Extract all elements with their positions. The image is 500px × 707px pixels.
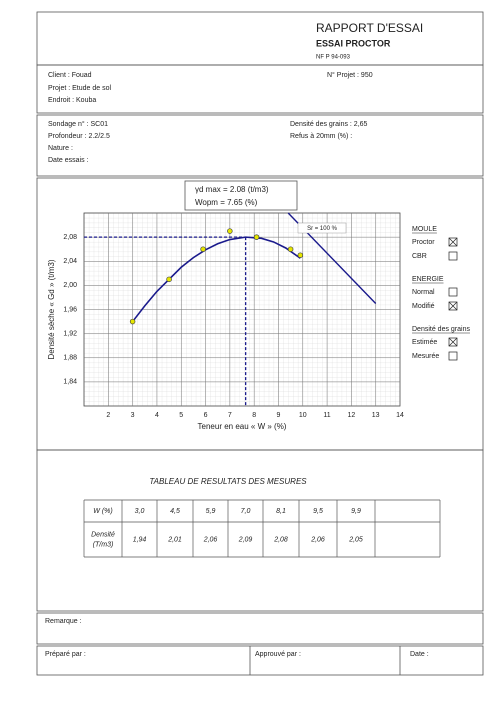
depth: Profondeur : 2.2/2.5 xyxy=(48,133,110,140)
cell: 3,0 xyxy=(135,508,145,515)
cell: 9,5 xyxy=(313,508,323,515)
x-tick-label: 2 xyxy=(106,412,110,419)
cell: 5,9 xyxy=(206,508,216,515)
option-label: Modifié xyxy=(412,303,435,310)
optimum-label: Wopm = 7.65 (%) xyxy=(195,198,258,207)
point xyxy=(166,276,172,283)
x-tick-label: 10 xyxy=(299,412,307,419)
checkbox xyxy=(448,251,458,261)
cell: 2,06 xyxy=(203,536,218,543)
x-tick-label: 4 xyxy=(155,412,159,419)
sondage-box xyxy=(36,114,484,177)
option-label: Mesurée xyxy=(412,353,439,360)
subtitle: ESSAI PROCTOR xyxy=(316,38,391,48)
test-date: Date essais : xyxy=(48,157,89,164)
cell: 2,05 xyxy=(348,536,363,543)
y-tick-label: 1,92 xyxy=(63,330,77,337)
optimum-label: γd max = 2.08 (t/m3) xyxy=(195,185,269,194)
option-label: Normal xyxy=(412,289,435,296)
row-label: (T/m3) xyxy=(93,541,114,548)
point xyxy=(287,246,294,252)
proctor-curve xyxy=(131,236,301,323)
cell: 8,1 xyxy=(276,508,286,515)
x-tick-label: 6 xyxy=(204,412,208,419)
y-tick-label: 1,84 xyxy=(63,379,77,386)
x-tick-label: 14 xyxy=(396,412,404,419)
checkbox xyxy=(448,287,458,297)
header-box xyxy=(36,11,484,66)
cell: 2,06 xyxy=(310,536,325,543)
client: Client : Fouad xyxy=(48,72,92,79)
cell: 7,0 xyxy=(241,508,251,515)
check-mark xyxy=(448,337,458,347)
title: RAPPORT D'ESSAI xyxy=(316,21,423,35)
cell: 2,09 xyxy=(238,536,253,543)
y-tick-label: 1,88 xyxy=(63,355,77,362)
x-tick-label: 9 xyxy=(277,412,281,419)
place: Endroit : Kouba xyxy=(48,97,96,104)
y-axis-label: Densité sèche « Gd » (t/m3) xyxy=(47,259,56,359)
optimum-box xyxy=(184,180,298,211)
footer-box xyxy=(36,645,484,676)
check-mark xyxy=(448,301,458,311)
point xyxy=(200,246,206,252)
x-tick-label: 3 xyxy=(131,412,135,419)
option-title: ENERGIE xyxy=(412,276,444,283)
cell: 1,94 xyxy=(133,536,147,543)
remark-box xyxy=(36,612,484,645)
y-tick-label: 2,08 xyxy=(63,234,77,241)
x-tick-label: 11 xyxy=(323,412,330,419)
borehole: Sondage n° : SC01 xyxy=(48,120,108,128)
saturation-label-box xyxy=(297,222,347,234)
nature: Nature : xyxy=(48,145,73,152)
y-tick-label: 2,04 xyxy=(63,258,77,265)
point xyxy=(297,252,304,258)
row-label: W (%) xyxy=(93,508,112,515)
y-tick-label: 1,96 xyxy=(63,306,77,313)
grain-density: Densité des grains : 2,65 xyxy=(290,121,368,128)
table-title: TABLEAU DE RESULTATS DES MESURES xyxy=(149,477,307,486)
option-title: MOULE xyxy=(412,226,437,233)
x-tick-label: 8 xyxy=(252,412,256,419)
remark: Remarque : xyxy=(45,618,82,625)
option-label: CBR xyxy=(412,253,427,260)
check-mark xyxy=(448,237,458,247)
cell: 2,08 xyxy=(273,536,288,543)
project-number: N° Projet : 950 xyxy=(327,71,373,79)
point xyxy=(129,318,136,325)
norm: NF P 94-093 xyxy=(316,55,351,61)
y-tick-label: 2,00 xyxy=(63,282,77,289)
cell: 9,9 xyxy=(351,508,361,515)
x-tick-label: 12 xyxy=(347,412,355,419)
point xyxy=(253,234,260,240)
approved-by: Approuvé par : xyxy=(255,651,301,658)
option-label: Estimée xyxy=(412,339,437,346)
project: Projet : Etude de sol xyxy=(48,85,111,92)
x-tick-label: 7 xyxy=(228,412,232,419)
x-tick-label: 5 xyxy=(179,412,183,419)
option-title: Densité des grains xyxy=(412,326,470,333)
cell: 2,01 xyxy=(167,536,182,543)
date: Date : xyxy=(410,651,429,658)
prepared-by: Préparé par : xyxy=(45,651,86,658)
saturation-label: Sr = 100 % xyxy=(307,226,338,232)
row-label: Densité xyxy=(91,531,115,538)
option-label: Proctor xyxy=(412,239,435,246)
x-axis-label: Teneur en eau « W » (%) xyxy=(198,422,287,431)
refusal: Refus à 20mm (%) : xyxy=(290,133,352,140)
cell: 4,5 xyxy=(170,508,180,515)
table-box xyxy=(36,449,484,612)
checkbox xyxy=(448,351,458,361)
point xyxy=(227,228,233,234)
client-box xyxy=(36,64,484,114)
x-tick-label: 13 xyxy=(372,412,380,419)
